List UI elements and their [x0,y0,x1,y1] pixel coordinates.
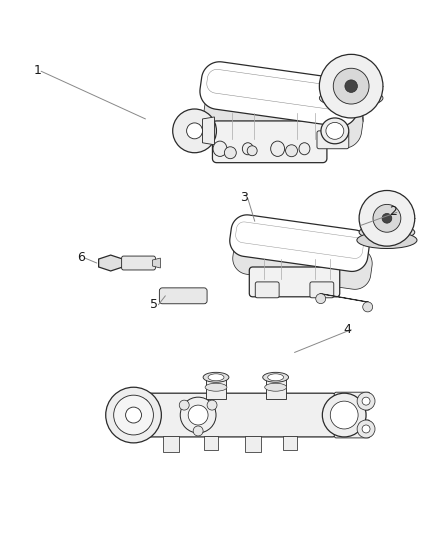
Circle shape [373,204,401,232]
Polygon shape [152,258,160,268]
Ellipse shape [299,143,310,155]
Bar [245,436,261,452]
FancyBboxPatch shape [255,282,279,298]
Ellipse shape [213,141,227,156]
Circle shape [345,80,357,92]
Bar [266,377,286,399]
Circle shape [319,54,383,118]
Circle shape [179,400,189,410]
Circle shape [322,393,366,437]
FancyBboxPatch shape [317,131,349,149]
Polygon shape [204,84,363,148]
Ellipse shape [357,232,417,248]
Circle shape [359,190,415,246]
Circle shape [187,123,202,139]
Circle shape [106,387,161,443]
Ellipse shape [321,118,349,144]
FancyBboxPatch shape [310,282,334,298]
Text: 3: 3 [240,191,248,205]
Text: 6: 6 [77,251,85,264]
Bar [163,436,179,452]
Circle shape [362,397,370,405]
FancyBboxPatch shape [159,288,207,304]
Circle shape [173,109,216,153]
Circle shape [180,397,216,433]
Circle shape [362,425,370,433]
Circle shape [382,213,392,223]
Ellipse shape [265,383,286,391]
Circle shape [316,294,326,304]
Ellipse shape [263,373,289,382]
Circle shape [193,426,203,436]
Circle shape [357,420,375,438]
FancyBboxPatch shape [122,256,155,270]
Circle shape [363,302,373,312]
Circle shape [247,146,257,156]
Circle shape [207,400,217,410]
Text: 2: 2 [389,205,397,219]
Ellipse shape [203,373,229,382]
Ellipse shape [242,143,253,155]
Text: 5: 5 [150,298,159,311]
FancyBboxPatch shape [334,420,370,438]
FancyBboxPatch shape [317,103,349,121]
Ellipse shape [359,224,415,240]
Polygon shape [145,399,148,431]
Ellipse shape [271,141,285,156]
FancyBboxPatch shape [140,393,336,437]
Polygon shape [233,233,372,289]
Circle shape [224,147,236,159]
Circle shape [126,407,141,423]
Polygon shape [99,255,123,271]
Polygon shape [200,62,359,126]
Text: 4: 4 [343,322,351,336]
Bar [283,436,297,450]
FancyBboxPatch shape [334,392,370,410]
Polygon shape [202,117,215,145]
Circle shape [286,145,297,157]
Text: 1: 1 [33,64,41,77]
Polygon shape [320,294,368,302]
Circle shape [330,401,358,429]
Ellipse shape [268,374,283,381]
Bar [206,377,226,399]
Circle shape [333,68,369,104]
Circle shape [188,405,208,425]
Polygon shape [212,121,327,163]
Circle shape [114,395,153,435]
Ellipse shape [205,383,227,391]
Ellipse shape [326,123,344,139]
Polygon shape [249,267,340,297]
Circle shape [357,392,375,410]
Ellipse shape [319,89,383,107]
Polygon shape [230,215,369,271]
Ellipse shape [208,374,224,381]
Bar [204,436,218,450]
